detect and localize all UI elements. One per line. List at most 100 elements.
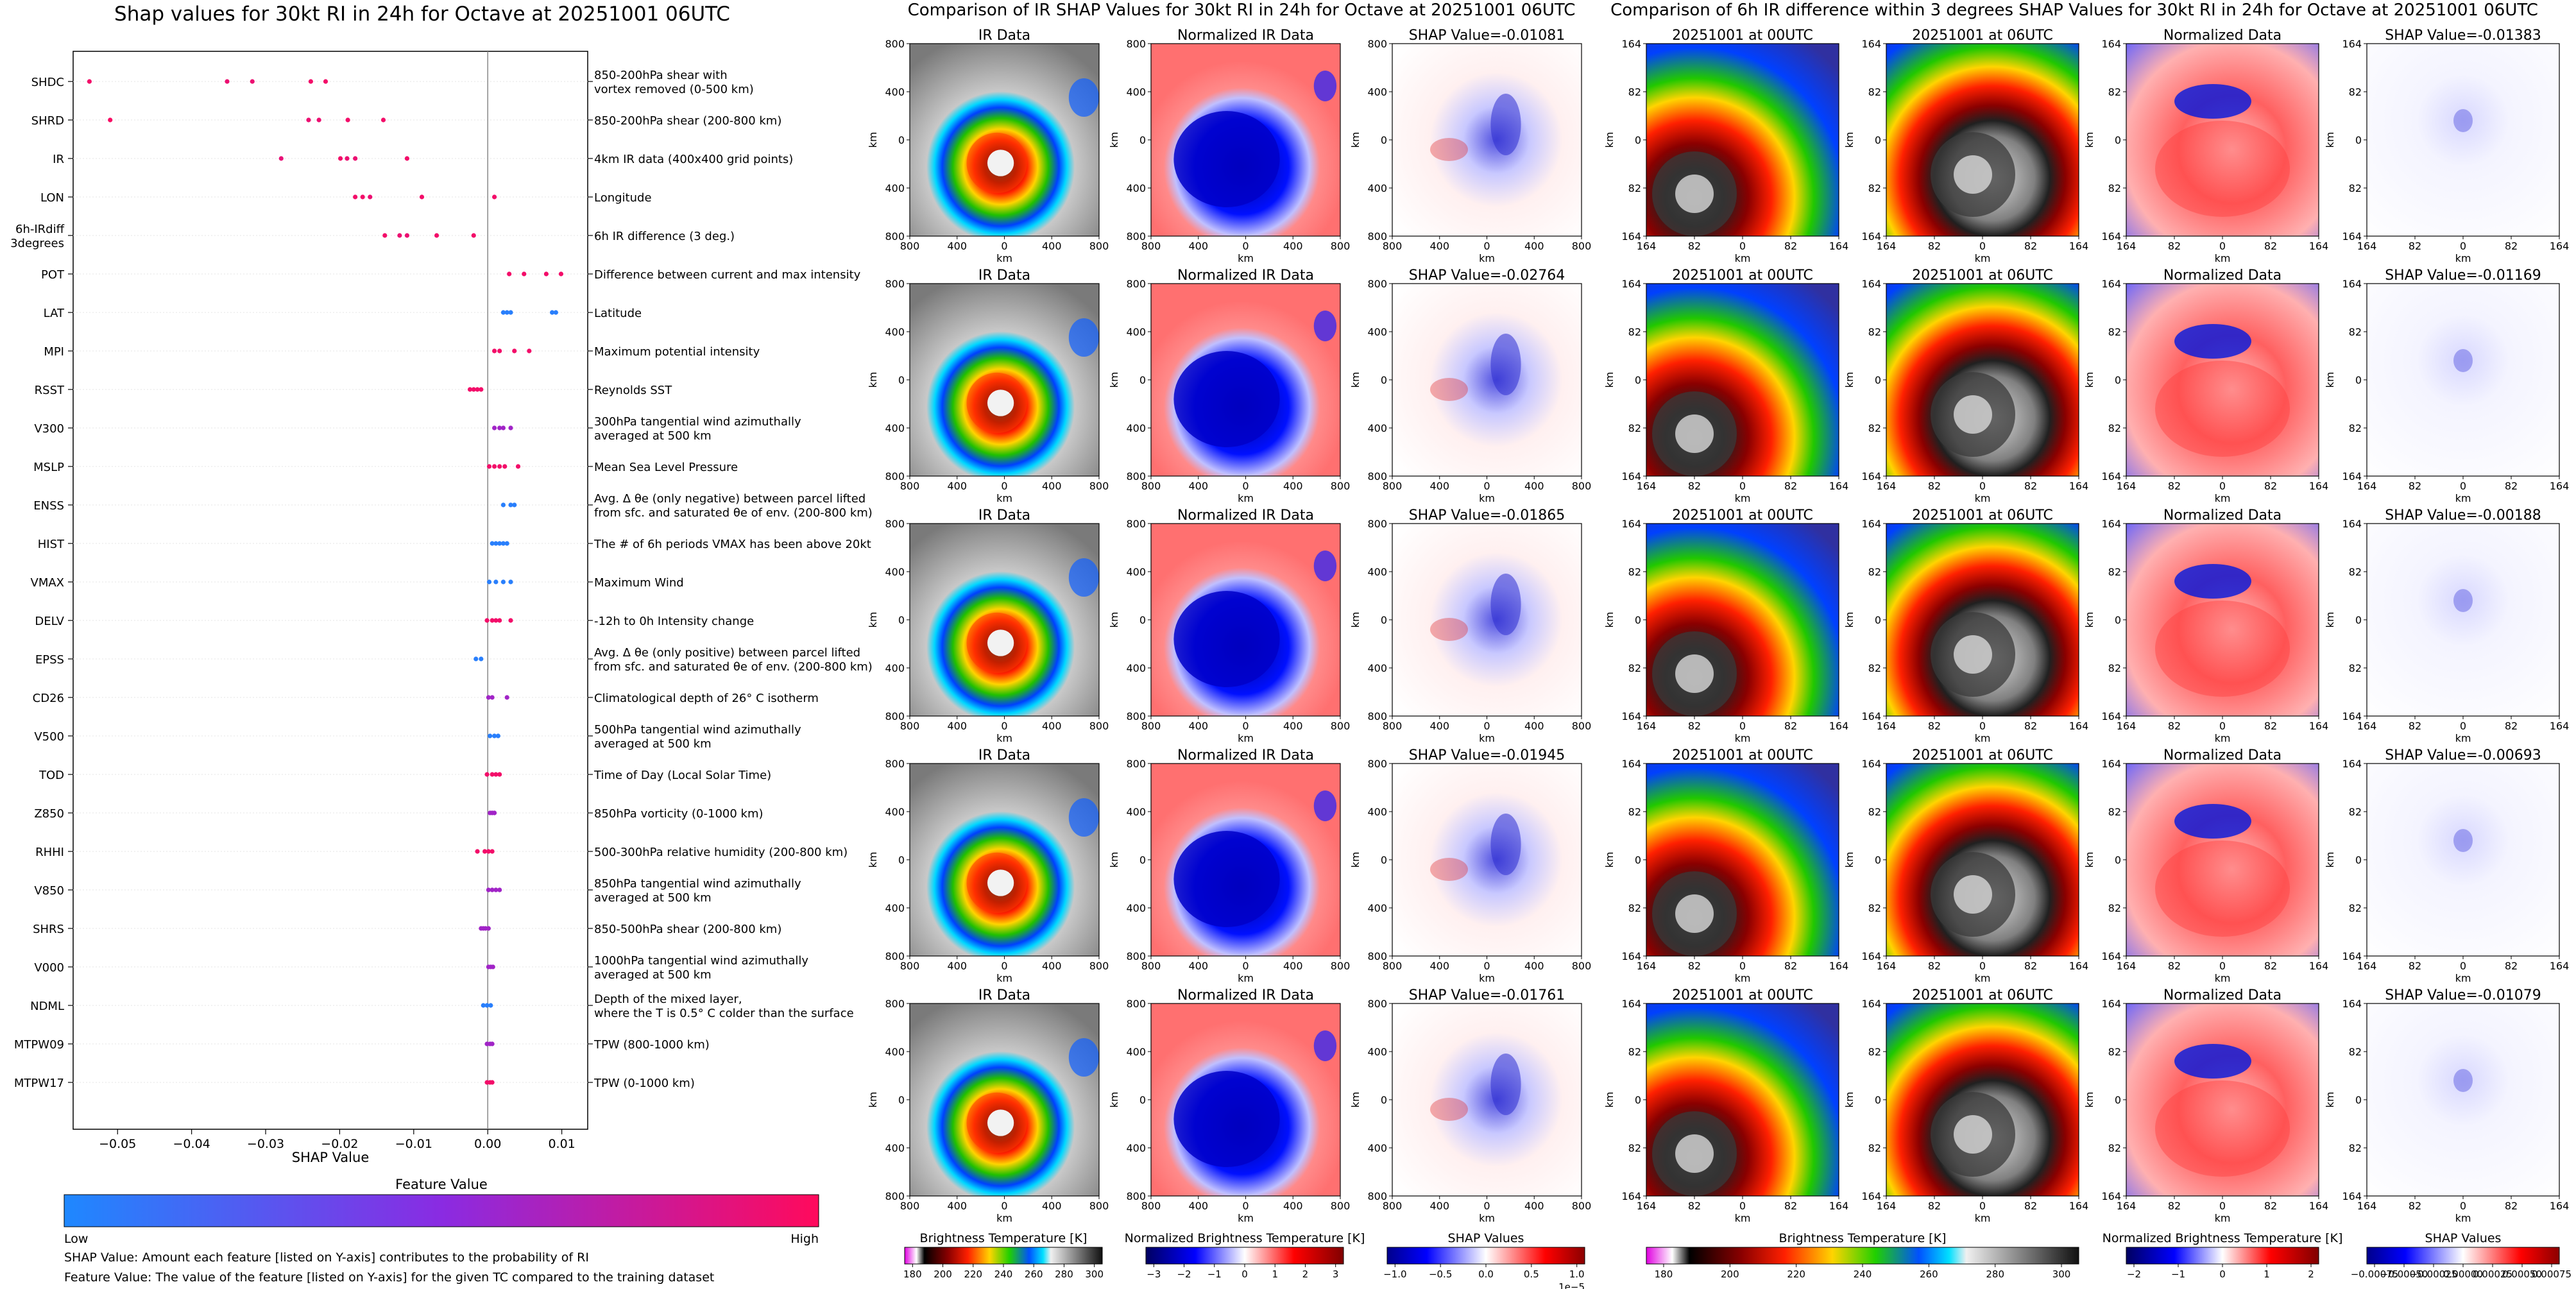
panel-title: Normalized Data — [2163, 747, 2282, 764]
shap-point — [500, 502, 506, 508]
image-panel: 20251001 at 06UTC1641648282008282164164k… — [1843, 28, 2088, 264]
shap-point — [479, 656, 484, 662]
y-tick-label: 400 — [885, 566, 905, 578]
y-tick-label: 82 — [2108, 326, 2121, 338]
shap-point — [486, 579, 492, 585]
y-tick-label: 800 — [885, 758, 905, 770]
x-axis-unit: km — [1975, 732, 1991, 744]
y-tick-label: 400 — [885, 902, 905, 914]
shap-point — [558, 271, 564, 277]
shap-value-explanation: SHAP Value: Amount each feature [listed … — [64, 1251, 589, 1265]
x-tick-label: 164 — [2357, 1200, 2377, 1212]
x-tick-label: 82 — [1928, 1200, 1941, 1212]
cold-anomaly-small — [1313, 790, 1337, 821]
panel-title: SHAP Value=-0.01169 — [2385, 268, 2541, 284]
x-tick-label: 164 — [1829, 960, 1849, 972]
y-tick-label: 0 — [898, 374, 905, 386]
image-panel: Normalized IR Data8008004004000040040080… — [1108, 28, 1350, 264]
y-tick-label: 400 — [1126, 662, 1146, 674]
colorbar-tick-label: 0.0 — [1478, 1268, 1494, 1280]
shap-point — [488, 733, 493, 738]
feature-description: -12h to 0h Intensity change — [594, 615, 754, 628]
colorbar-tick-label: 260 — [1920, 1268, 1938, 1280]
y-tick-label: 82 — [2349, 902, 2362, 914]
feature-description: Longitude — [594, 191, 652, 205]
panel-title: SHAP Value=-0.00693 — [2385, 747, 2541, 764]
feature-label: IR — [53, 153, 64, 166]
shap-point — [497, 618, 502, 623]
image-panel: 20251001 at 06UTC1641648282008282164164k… — [1843, 508, 2088, 744]
shap-point — [504, 310, 509, 315]
y-tick-label: 800 — [1126, 1190, 1146, 1202]
shap-point — [316, 117, 321, 123]
feature-label: ENSS — [33, 499, 64, 513]
shap-point — [512, 348, 517, 354]
negative-shap-region — [1490, 1054, 1521, 1115]
y-tick-label: 0 — [1139, 854, 1146, 866]
bright-core — [1954, 1115, 1992, 1154]
image-panel: SHAP Value=-0.00693164164828200828216416… — [2324, 747, 2569, 984]
shap-point — [490, 849, 495, 854]
colorbar-tick-label: 180 — [903, 1268, 922, 1280]
feature-label: SHRS — [33, 923, 64, 936]
x-axis-unit: km — [1735, 252, 1751, 264]
y-tick-label: 82 — [2349, 1046, 2362, 1058]
colorbar-tick-label: 0 — [1241, 1268, 1248, 1280]
x-tick-label: 800 — [1141, 480, 1161, 492]
x-tick-label: 0 — [1979, 1200, 1986, 1212]
y-tick-label: 164 — [2342, 470, 2362, 482]
shap-point — [486, 695, 491, 700]
y-axis-unit: km — [1603, 1092, 1616, 1108]
x-tick-label: 82 — [2264, 480, 2277, 492]
x-tick-label: 800 — [1141, 960, 1161, 972]
shap-point — [108, 117, 113, 123]
x-tick-label: 164 — [2117, 720, 2137, 732]
panel-title: SHAP Value=-0.01079 — [2385, 987, 2541, 1003]
y-tick-label: 800 — [885, 710, 905, 722]
y-tick-label: 800 — [1367, 470, 1387, 482]
shap-point — [490, 618, 495, 623]
panel-title: Normalized Data — [2163, 28, 2282, 44]
shap-point — [497, 425, 502, 431]
colorbar-label: Normalized Brightness Temperature [K] — [1125, 1231, 1365, 1245]
x-tick-label: −0.02 — [321, 1137, 358, 1151]
cloud-cluster — [1068, 558, 1099, 597]
shap-point — [492, 464, 497, 469]
feature-label: TOD — [38, 769, 64, 782]
x-tick-label: 800 — [1089, 960, 1109, 972]
y-tick-label: 400 — [1126, 806, 1146, 818]
colorbar: Brightness Temperature [K] 180 200 220 240 26… — [1646, 1231, 2079, 1280]
cold-anomaly — [1173, 831, 1280, 927]
x-tick-label: 82 — [1688, 1200, 1701, 1212]
x-tick-label: 0.00 — [474, 1137, 501, 1151]
irdiff-colorbars: Brightness Temperature [K] 180 200 220 240 26… — [1646, 1231, 2572, 1280]
x-tick-label: 82 — [2024, 240, 2037, 252]
cold-anomaly — [1173, 351, 1280, 447]
x-tick-label: 400 — [1283, 720, 1303, 732]
y-axis-unit: km — [2083, 372, 2095, 388]
x-axis-unit: km — [1735, 492, 1751, 504]
x-tick-label: 0 — [1979, 240, 1986, 252]
y-tick-label: 82 — [1628, 326, 1641, 338]
x-tick-label: 164 — [2117, 240, 2137, 252]
x-tick-label: 164 — [2309, 720, 2329, 732]
shap-point — [508, 310, 513, 315]
feature-description: Avg. Δ θe (only positive) between parcel… — [594, 646, 873, 674]
shap-point — [479, 387, 484, 392]
y-tick-label: 164 — [1861, 998, 1881, 1010]
y-axis-unit: km — [1843, 372, 1855, 388]
colorbar-tick-label: 200 — [934, 1268, 952, 1280]
image-panel: Normalized Data1641648282008282164164kmk… — [2083, 28, 2328, 264]
x-tick-label: 164 — [1829, 240, 1849, 252]
feature-description: The # of 6h periods VMAX has been above … — [593, 538, 871, 551]
x-tick-label: 0 — [1001, 480, 1007, 492]
y-tick-label: 400 — [1367, 86, 1387, 98]
beeswarm-title: Shap values for 30kt RI in 24h for Octav… — [114, 3, 730, 26]
x-tick-label: 164 — [2309, 480, 2329, 492]
feature-label: DELV — [35, 615, 64, 628]
y-tick-label: 0 — [1875, 374, 1881, 386]
x-tick-label: 800 — [1141, 720, 1161, 732]
panel-title: SHAP Value=-0.01383 — [2385, 28, 2541, 44]
